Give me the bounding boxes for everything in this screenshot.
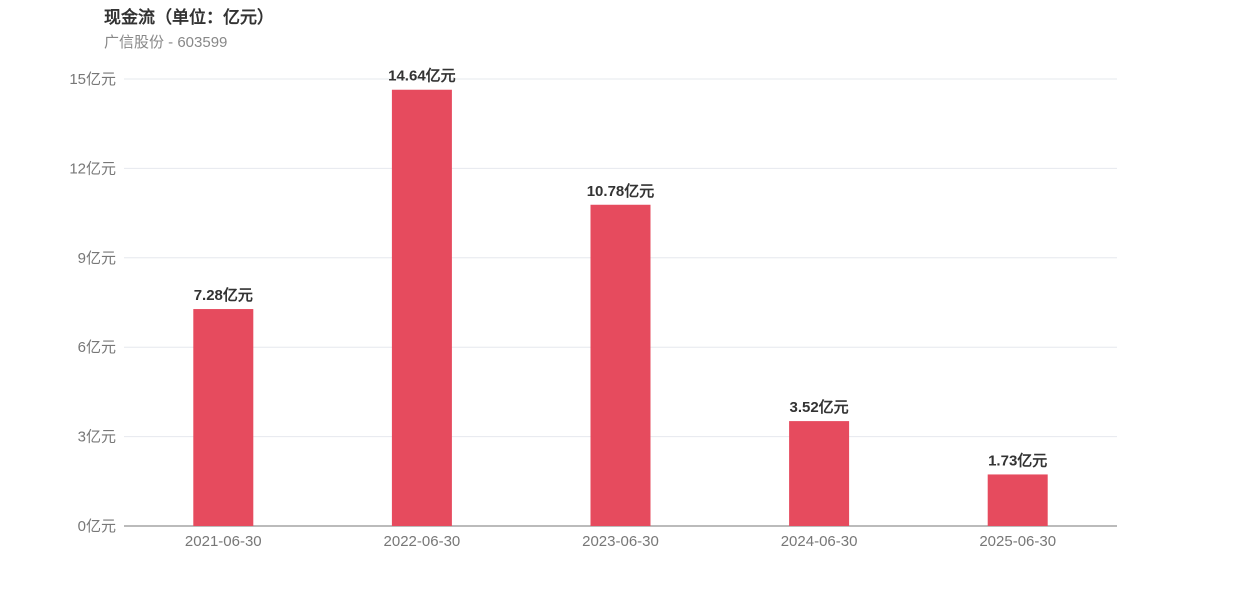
bar (193, 309, 254, 526)
x-tick-label: 2025-06-30 (979, 533, 1056, 550)
x-tick-label: 2022-06-30 (384, 533, 461, 550)
y-tick-label: 6亿元 (78, 339, 116, 356)
bar (789, 421, 850, 526)
x-tick-label: 2024-06-30 (781, 533, 858, 550)
data-label: 1.73亿元 (988, 451, 1047, 469)
y-tick-label: 15亿元 (69, 71, 116, 88)
bar (590, 204, 651, 527)
data-label: 3.52亿元 (789, 398, 848, 416)
chart-title: 现金流（单位：亿元） (104, 8, 274, 27)
chart-subtitle: 广信股份 - 603599 (104, 34, 228, 51)
data-label: 7.28亿元 (194, 286, 253, 304)
y-tick-label: 3亿元 (78, 429, 116, 446)
x-tick-label: 2021-06-30 (185, 533, 262, 550)
y-tick-label: 12亿元 (69, 160, 116, 177)
y-tick-label: 9亿元 (78, 250, 116, 267)
bar (987, 474, 1048, 526)
bar (391, 89, 452, 526)
data-label: 10.78亿元 (587, 182, 655, 200)
x-tick-label: 2023-06-30 (582, 533, 659, 550)
data-label: 14.64亿元 (388, 67, 456, 85)
y-tick-label: 0亿元 (78, 518, 116, 535)
